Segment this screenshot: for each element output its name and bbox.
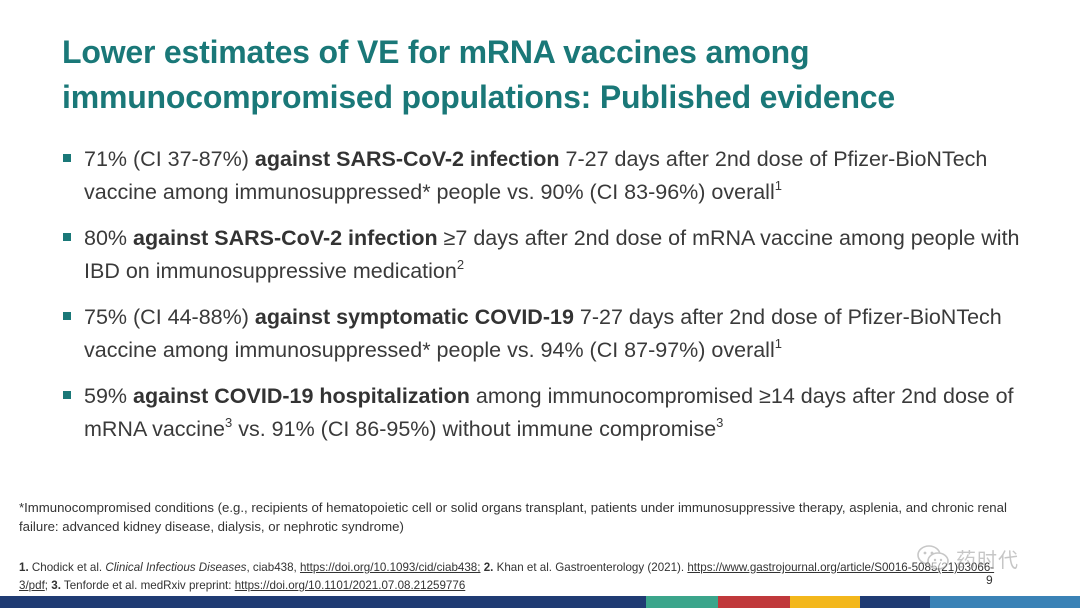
wechat-icon — [917, 545, 949, 570]
square-bullet-icon — [63, 154, 71, 162]
watermark: 药时代 — [916, 540, 1056, 576]
references: 1. Chodick et al. Clinical Infectious Di… — [19, 559, 1019, 595]
bullet-text-pre: 80% — [84, 226, 134, 250]
reference-number: 1. — [19, 561, 29, 574]
bullet-text-post: 7-27 days after 2nd dose of Pfizer-BioNT… — [84, 147, 988, 204]
citation-superscript: 2 — [456, 257, 465, 272]
page-number: 9 — [986, 573, 993, 587]
square-bullet-icon — [63, 233, 71, 241]
immunocompromised-footnote: *Immunocompromised conditions (e.g., rec… — [19, 500, 1007, 534]
reference-link-3[interactable]: https://doi.org/10.1101/2021.07.08.21259… — [234, 579, 466, 592]
watermark-text: 药时代 — [956, 547, 1019, 572]
reference-author: Chodick et al. — [28, 561, 106, 574]
bullet-text-bold: against symptomatic COVID-19 — [254, 305, 574, 329]
bullet-text-post: among immunocompromised ≥14 days after 2… — [84, 384, 1014, 441]
bullet-text-pre: 59% — [84, 384, 134, 408]
citation-superscript: 3 — [225, 415, 233, 430]
bullet-list: 71% (CI 37-87%) against SARS-CoV-2 infec… — [62, 143, 1022, 459]
bullet-text-pre: 71% (CI 37-87%) — [84, 147, 255, 171]
bullet-text-bold: against SARS-CoV-2 infection — [133, 226, 438, 250]
bullet-text-pre: 75% (CI 44-88%) — [84, 305, 255, 329]
bullet-item-3: 75% (CI 44-88%) against symptomatic COVI… — [62, 301, 1022, 367]
bottom-bar-segment — [718, 596, 790, 608]
bullet-text-bold: against SARS-CoV-2 infection — [254, 147, 560, 171]
bottom-bar-segment — [860, 596, 930, 608]
citation-superscript: 1 — [774, 178, 782, 193]
reference-number: 3. — [51, 579, 61, 592]
reference-separator: ; — [44, 579, 52, 592]
citation-superscript: 3 — [716, 415, 724, 430]
reference-number: 2. — [480, 561, 494, 574]
bottom-color-bar — [0, 596, 1080, 608]
bullet-text-bold: against COVID-19 hospitalization — [133, 384, 470, 408]
square-bullet-icon — [63, 312, 71, 320]
bullet-item-2: 80% against SARS-CoV-2 infection ≥7 days… — [62, 222, 1022, 288]
bullet-text-post: ≥7 days after 2nd dose of mRNA vaccine a… — [84, 226, 1020, 283]
reference-link-1[interactable]: https://doi.org/10.1093/cid/ciab438; — [299, 561, 481, 574]
reference-text: Khan et al. Gastroenterology (2021). — [493, 561, 688, 574]
citation-superscript: 1 — [774, 336, 782, 351]
reference-text: Tenforde et al. medRxiv preprint: — [60, 579, 235, 592]
square-bullet-icon — [63, 391, 71, 399]
bullet-item-1: 71% (CI 37-87%) against SARS-CoV-2 infec… — [62, 143, 1022, 209]
bullet-text-post: 7-27 days after 2nd dose of Pfizer-BioNT… — [84, 305, 1002, 362]
bottom-bar-segment — [930, 596, 1080, 608]
bullet-text-post-2: vs. 91% (CI 86-95%) without immune compr… — [232, 417, 717, 441]
bullet-item-4: 59% against COVID-19 hospitalization amo… — [62, 380, 1022, 446]
bottom-bar-segment — [790, 596, 860, 608]
bottom-bar-segment — [646, 596, 718, 608]
reference-journal: Clinical Infectious Diseases — [105, 561, 247, 574]
bottom-bar-segment — [0, 596, 646, 608]
reference-link-2[interactable]: https://www.gastrojournal.org/article/S0… — [19, 561, 995, 592]
reference-id: , ciab438, — [246, 561, 300, 574]
slide-title: Lower estimates of VE for mRNA vaccines … — [62, 34, 895, 115]
